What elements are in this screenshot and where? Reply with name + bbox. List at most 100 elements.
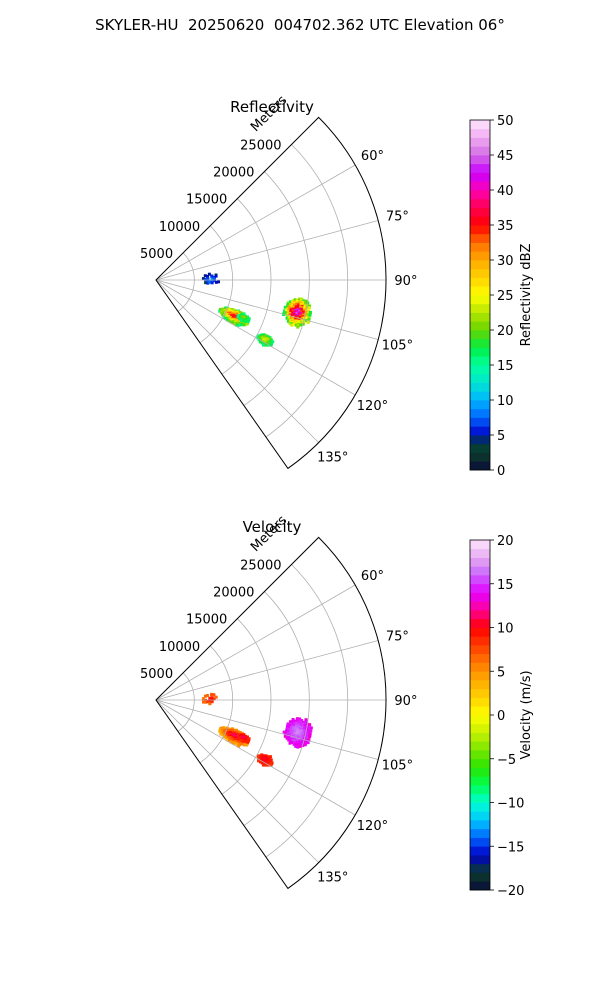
reflectivity-range-ring <box>221 198 272 375</box>
velocity-colorbar-segment <box>470 811 490 821</box>
velocity-echo-cell <box>219 732 223 736</box>
velocity-range-ring <box>221 618 272 795</box>
reflectivity-echo-cell <box>260 341 264 345</box>
velocity-echo-cell <box>256 755 260 759</box>
velocity-echo-cell <box>235 742 239 746</box>
velocity-range-ring <box>265 564 349 858</box>
reflectivity-echo-cell <box>290 323 294 327</box>
velocity-echo-cell <box>228 738 232 742</box>
velocity-echo-cell <box>307 738 311 742</box>
reflectivity-panel: 500010000150002000025000Meters60°75°90°1… <box>140 93 534 479</box>
velocity-echo-cell <box>269 763 273 767</box>
velocity-echo-cell <box>202 698 205 702</box>
reflectivity-echo-cell <box>239 318 243 322</box>
reflectivity-colorbar-segment <box>470 365 490 375</box>
velocity-colorbar-tick-label: 0 <box>497 709 505 724</box>
reflectivity-echo-cell <box>214 274 218 278</box>
velocity-colorbar-tick-label: 15 <box>497 578 514 593</box>
velocity-colorbar-segment <box>470 872 490 882</box>
reflectivity-echo-cell <box>242 318 246 322</box>
reflectivity-azimuth-tick-label: 105° <box>382 339 413 354</box>
reflectivity-echo-cell <box>218 309 222 313</box>
reflectivity-echo-cell <box>269 343 273 347</box>
velocity-azimuth-gridline <box>155 699 356 816</box>
velocity-echo-cell <box>282 730 286 734</box>
reflectivity-colorbar-segment <box>470 356 490 366</box>
velocity-colorbar-segment <box>470 802 490 812</box>
velocity-colorbar-label: Velocity (m/s) <box>519 670 534 759</box>
velocity-colorbar-segment <box>470 723 490 733</box>
reflectivity-echo-cell <box>207 272 211 276</box>
reflectivity-range-ring <box>265 144 349 438</box>
reflectivity-colorbar-segment <box>470 400 490 410</box>
reflectivity-colorbar-segment <box>470 233 490 243</box>
reflectivity-colorbar-label: Reflectivity dBZ <box>519 244 534 347</box>
velocity-echo-cell <box>309 729 313 733</box>
reflectivity-echo-cell <box>262 343 265 347</box>
reflectivity-azimuth-gridline <box>155 220 379 281</box>
velocity-colorbar-segment <box>470 627 490 637</box>
reflectivity-colorbar-segment <box>470 242 490 252</box>
velocity-echo-cell <box>237 744 241 748</box>
velocity-panel: 500010000150002000025000Meters60°75°90°1… <box>140 513 534 899</box>
velocity-colorbar-segment <box>470 758 490 768</box>
velocity-colorbar-segment <box>470 575 490 585</box>
velocity-colorbar-segment <box>470 645 490 655</box>
velocity-echo-cell <box>214 695 218 699</box>
reflectivity-echo-cell <box>296 325 300 329</box>
velocity-echo-cell <box>308 735 312 739</box>
reflectivity-colorbar-tick-label: 50 <box>497 114 514 129</box>
velocity-echo-cell <box>287 738 291 742</box>
velocity-echo-cell <box>288 741 292 745</box>
reflectivity-echo-cell <box>229 320 233 324</box>
velocity-colorbar-segment <box>470 557 490 567</box>
reflectivity-colorbar-segment <box>470 303 490 313</box>
reflectivity-colorbar-tick-label: 20 <box>497 324 514 339</box>
reflectivity-colorbar-tick-label: 0 <box>497 464 505 479</box>
velocity-echo-cell <box>218 729 222 733</box>
velocity-colorbar-segment <box>470 688 490 698</box>
velocity-range-tick-label: 5000 <box>140 667 173 682</box>
velocity-azimuth-gridline <box>155 699 319 863</box>
velocity-title: Velocity <box>243 518 302 536</box>
reflectivity-colorbar-segment <box>470 391 490 401</box>
velocity-colorbar: −20 −15 −10 −5 0 5 10 15 20 Velocity (m/s) <box>469 534 534 899</box>
reflectivity-echo-cell <box>286 319 290 323</box>
reflectivity-colorbar-segment <box>470 373 490 383</box>
reflectivity-echo-cell <box>235 323 239 327</box>
reflectivity-colorbar-segment <box>470 338 490 348</box>
velocity-echo-cell <box>291 741 294 744</box>
velocity-echo-cell <box>201 697 205 701</box>
velocity-colorbar-segment <box>470 610 490 620</box>
velocity-colorbar-segment <box>470 715 490 725</box>
reflectivity-echo-cell <box>245 322 249 326</box>
reflectivity-azimuth-gridline <box>155 279 356 396</box>
velocity-colorbar-tick-label: 20 <box>497 534 514 549</box>
reflectivity-colorbar-tick-label: 15 <box>497 359 514 374</box>
velocity-colorbar-segment <box>470 741 490 751</box>
reflectivity-echo-cell <box>201 277 205 281</box>
velocity-echo-cell <box>285 736 289 740</box>
velocity-colorbar-segment <box>470 837 490 847</box>
velocity-colorbar-segment <box>470 855 490 865</box>
reflectivity-echo-cell <box>219 311 223 315</box>
reflectivity-echo-cell <box>288 321 292 325</box>
reflectivity-colorbar-segment <box>470 321 490 331</box>
velocity-echo-cell <box>208 702 212 706</box>
velocity-colorbar-tick-label: 5 <box>497 665 505 680</box>
velocity-range-ring <box>199 645 234 764</box>
velocity-colorbar-segment <box>470 671 490 681</box>
reflectivity-echo-cell <box>204 277 208 281</box>
velocity-colorbar-tick-label: −5 <box>497 753 516 768</box>
reflectivity-colorbar-segment <box>470 426 490 436</box>
velocity-echo-cell <box>210 693 214 697</box>
velocity-azimuth-gridline <box>155 699 379 760</box>
reflectivity-echo-cell <box>283 305 287 309</box>
reflectivity-colorbar-segment <box>470 120 490 130</box>
reflectivity-echo-cell <box>206 281 210 285</box>
reflectivity-echo-cell <box>304 299 308 303</box>
velocity-colorbar-segment <box>470 820 490 830</box>
reflectivity-echo-cell <box>308 313 312 317</box>
velocity-echo-cell <box>299 742 303 746</box>
reflectivity-echo-cell <box>236 315 240 319</box>
